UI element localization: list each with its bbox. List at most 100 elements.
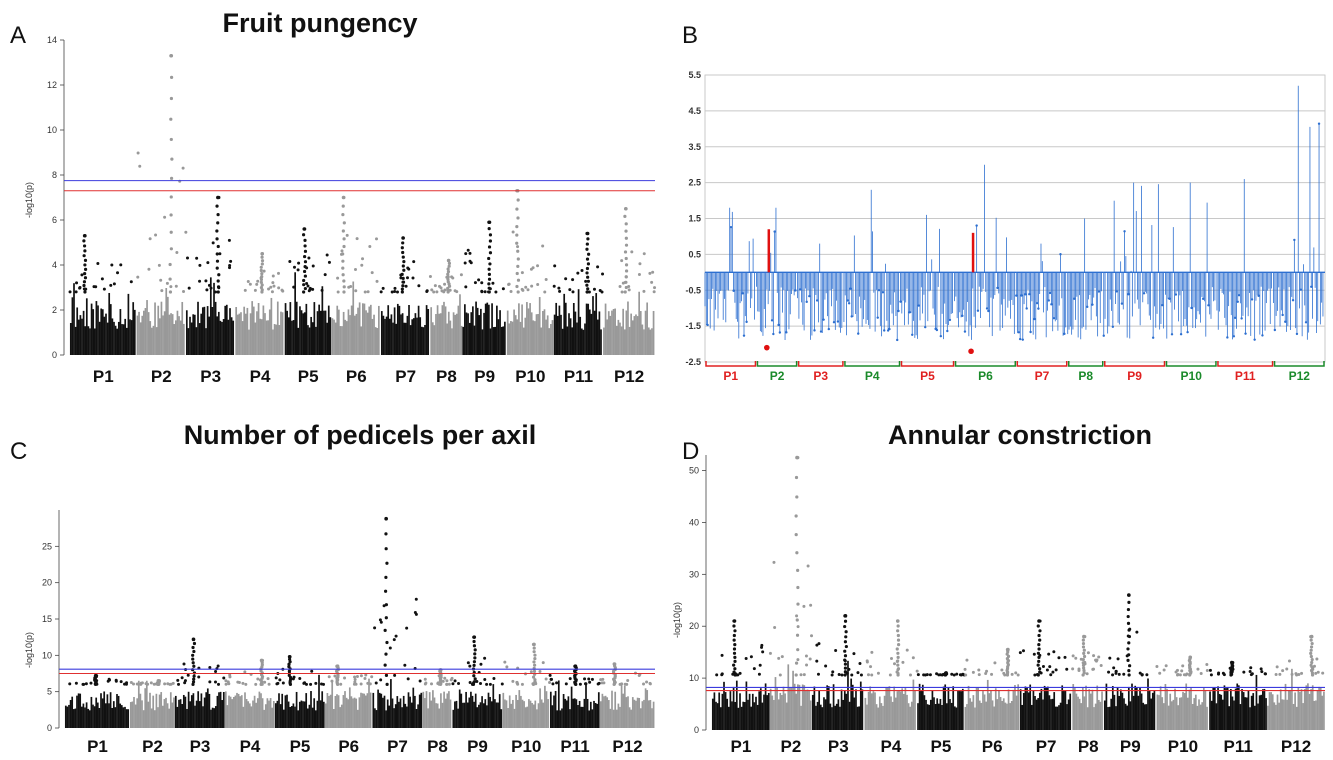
snp-point [1127,641,1131,645]
snp-point [624,263,629,267]
snp-point [744,657,748,661]
snp-point [78,286,82,290]
snp-point [192,677,196,681]
snp-point [404,284,408,288]
x-tick-label: P5 [298,367,319,386]
snp-point [915,669,919,673]
snp-point [83,263,87,267]
snp-point [500,682,504,686]
snp-point [487,227,491,231]
snp-point [244,682,248,686]
score-point [1047,299,1050,302]
snp-point [307,256,311,260]
y-tick-label: 4 [52,260,57,270]
x-tick-label: P8 [427,737,448,756]
snp-point [260,283,264,287]
snp-point [984,672,988,676]
snp-point [571,278,575,282]
score-point [1317,122,1321,125]
snp-point [204,279,208,283]
snp-point [442,290,446,294]
snp-point [896,624,900,628]
score-point [899,300,902,303]
snp-point [160,289,164,293]
snp-point [401,255,405,259]
snp-point [256,677,260,681]
snp-point [586,275,590,279]
snp-point [260,255,264,259]
snp-point [217,286,221,290]
score-point [1024,293,1027,296]
y-tick-label: 4.5 [688,106,701,116]
snp-point [1199,672,1203,676]
score-point [987,309,990,313]
snp-point [985,669,989,673]
snp-point [866,673,870,677]
snp-point [624,285,628,290]
snp-point [184,230,188,234]
snp-point [170,157,174,161]
score-point [1237,294,1241,297]
snp-point [292,265,296,269]
snp-point [388,646,392,650]
snp-point [119,680,123,684]
peak-point [335,664,340,669]
snp-point [733,659,737,663]
snp-point [82,239,86,243]
snp-point [144,682,148,686]
snp-point [869,665,873,669]
snp-point [596,265,600,269]
snp-point [731,672,735,676]
snp-point [453,679,457,683]
y-axis-label: -log10(p) [672,602,682,638]
snp-point [401,264,405,268]
snp-point [449,678,453,682]
snp-point [870,673,874,677]
score-point [1035,301,1039,305]
snp-point [473,677,477,681]
snp-point [303,249,308,253]
snp-point [795,551,799,555]
snp-point [228,264,232,268]
snp-point [174,284,178,288]
score-point [876,316,879,319]
snp-point [191,668,195,672]
snp-point [132,682,136,686]
peak-point [384,516,388,521]
snp-point [1051,670,1055,674]
x-tick-label: P10 [1168,737,1198,756]
x-tick-label: P8 [1078,737,1099,756]
score-point [883,329,886,332]
snp-point [254,682,258,686]
snp-point [373,626,377,630]
y-tick-label: 20 [689,621,699,631]
snp-point [896,663,900,667]
y-tick-label: -0.5 [685,285,701,295]
snp-point [112,282,116,286]
score-point [849,287,852,290]
snp-point [1321,671,1325,675]
peak-point [1037,619,1041,623]
snp-point [405,276,409,280]
snp-point [472,660,477,664]
snp-point [206,261,210,265]
snp-point [341,204,345,208]
snp-point [414,597,418,601]
snp-point [573,682,577,686]
snp-point [928,673,932,677]
snp-point [843,640,848,644]
x-tick-label: P12 [1281,737,1311,756]
snp-point [448,288,452,292]
snp-point [260,259,265,263]
snp-point [963,667,967,671]
score-point [777,323,780,327]
snp-point [795,633,800,637]
snp-point [169,96,174,101]
snp-point [154,233,158,237]
snp-point [564,682,568,686]
snp-point [472,674,476,678]
snp-point [1039,671,1043,675]
score-point [1097,290,1101,293]
peak-point [169,53,173,58]
snp-point [624,256,628,261]
